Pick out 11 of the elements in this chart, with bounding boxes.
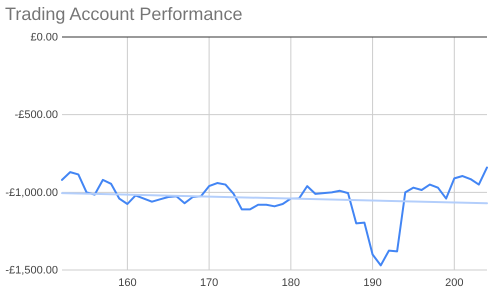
- line-series: [61, 166, 488, 266]
- y-tick-label: -£500.00: [14, 109, 58, 122]
- y-tick-label: £0.00: [30, 32, 58, 44]
- y-tick-label: -£1,500.00: [5, 264, 58, 277]
- x-tick-label: 190: [363, 276, 382, 289]
- chart-title: Trading Account Performance: [5, 4, 242, 24]
- y-tick-label: -£1,000.00: [5, 186, 58, 199]
- x-tick-label: 180: [282, 276, 300, 289]
- x-tick-label: 160: [118, 276, 137, 289]
- x-tick-label: 200: [445, 276, 464, 289]
- x-tick-label: 170: [200, 276, 218, 289]
